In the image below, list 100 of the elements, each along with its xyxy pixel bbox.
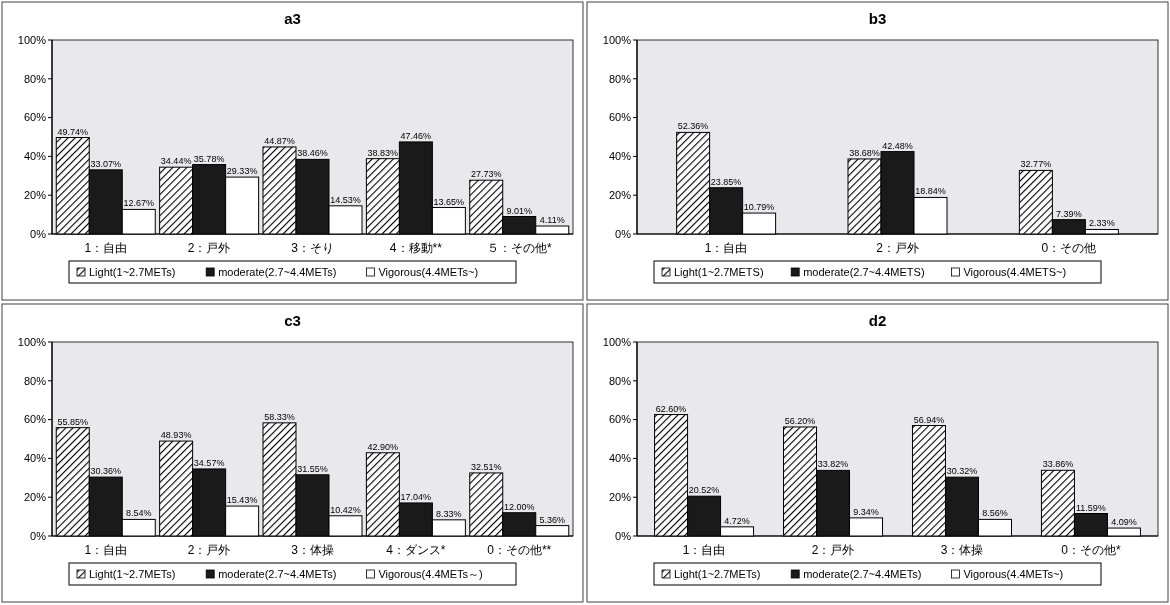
data-label: 8.54% <box>125 508 152 519</box>
x-tick-label: 1：自由 <box>84 241 128 255</box>
data-label: 20.52% <box>688 485 720 496</box>
data-label: 58.33% <box>264 411 295 422</box>
chart-title: c3 <box>284 312 301 329</box>
data-label: 42.90% <box>367 441 399 452</box>
chart-title: a3 <box>284 10 301 27</box>
y-tick-label: 40% <box>608 150 632 163</box>
data-label: 56.94% <box>913 414 945 425</box>
y-tick-label: 40% <box>608 452 632 465</box>
y-tick-label: 80% <box>23 374 47 387</box>
data-label: 30.32% <box>946 466 978 477</box>
data-label: 8.56% <box>982 508 1008 519</box>
data-label: 27.73% <box>470 169 502 180</box>
y-tick-label: 20% <box>23 189 47 202</box>
data-label: 34.57% <box>193 457 225 468</box>
data-label: 18.84% <box>915 186 946 197</box>
x-tick-label: 1：自由 <box>682 543 726 557</box>
data-label: 4.09% <box>1111 517 1137 528</box>
data-label: 9.01% <box>506 205 533 216</box>
data-label: 52.36% <box>677 121 709 132</box>
data-label: 23.85% <box>710 176 742 187</box>
data-label: 42.48% <box>882 140 913 151</box>
y-tick-label: 20% <box>608 189 632 202</box>
x-tick-label: 3：体操 <box>940 543 984 557</box>
data-label: 35.78% <box>193 153 225 164</box>
legend-label: Vigorous(4.4METS~) <box>963 265 1067 278</box>
data-label: 49.74% <box>57 126 89 137</box>
data-label: 33.82% <box>817 459 849 470</box>
data-label: 4.72% <box>724 515 750 526</box>
legend-label: Vigorous(4.4METs~) <box>378 265 479 278</box>
data-label: 10.79% <box>743 202 775 213</box>
y-tick-label: 100% <box>602 33 632 46</box>
legend-label: moderate(2.7~4.4METs) <box>218 567 337 580</box>
legend-label: Vigorous(4.4METs～) <box>378 567 483 580</box>
data-label: 31.55% <box>297 463 328 474</box>
data-label: 34.44% <box>160 156 192 167</box>
y-tick-label: 20% <box>23 491 47 504</box>
data-label: 29.33% <box>226 166 258 177</box>
legend-label: Light(1~2.7METs) <box>674 567 761 580</box>
x-tick-label: ５：その他* <box>486 241 552 255</box>
data-label: 38.68% <box>849 147 880 158</box>
data-label: 48.93% <box>160 430 192 441</box>
chart-title: d2 <box>868 312 887 329</box>
x-tick-label: 2：戸外 <box>187 241 231 255</box>
data-label: 32.77% <box>1020 159 1052 170</box>
y-tick-label: 60% <box>23 111 47 124</box>
y-tick-label: 60% <box>608 111 632 124</box>
data-label: 62.60% <box>655 403 687 414</box>
y-tick-label: 40% <box>23 452 47 465</box>
y-tick-label: 80% <box>23 72 47 85</box>
data-label: 55.85% <box>57 416 89 427</box>
x-tick-label: 2：戸外 <box>187 543 231 557</box>
data-label: 15.43% <box>226 495 258 506</box>
y-tick-label: 60% <box>608 413 632 426</box>
x-tick-label: 1：自由 <box>84 543 128 557</box>
y-tick-label: 100% <box>17 33 47 46</box>
data-label: 38.83% <box>367 147 399 158</box>
data-label: 32.51% <box>470 461 502 472</box>
data-label: 17.04% <box>400 491 432 502</box>
y-tick-label: 0% <box>615 529 632 542</box>
y-tick-label: 0% <box>30 529 47 542</box>
chart-title: b3 <box>868 10 887 27</box>
legend-label: Light(1~2.7METs) <box>89 265 176 278</box>
x-tick-label: 1：自由 <box>704 241 748 255</box>
data-label: 44.87% <box>264 135 295 146</box>
y-tick-label: 80% <box>608 374 632 387</box>
legend-label: Light(1~2.7METS) <box>674 265 764 278</box>
y-tick-label: 40% <box>23 150 47 163</box>
legend-label: moderate(2.7~4.4METs) <box>218 265 337 278</box>
x-tick-label: 2：戸外 <box>811 543 855 557</box>
data-label: 47.46% <box>400 130 432 141</box>
y-tick-label: 100% <box>602 335 632 348</box>
data-label: 33.07% <box>90 158 122 169</box>
y-tick-label: 60% <box>23 413 47 426</box>
x-tick-label: 4：移動** <box>389 241 443 255</box>
data-label: 2.33% <box>1089 218 1115 229</box>
data-label: 30.36% <box>90 466 122 477</box>
x-tick-label: 4：ダンス* <box>386 543 446 557</box>
x-tick-label: 3：体操 <box>291 543 334 557</box>
x-tick-label: 3：そり <box>291 241 334 255</box>
data-label: 11.59% <box>1076 502 1106 513</box>
data-label: 12.00% <box>503 501 535 512</box>
legend-label: moderate(2.7~4.4METS) <box>803 265 925 278</box>
data-label: 4.11% <box>539 215 565 226</box>
legend-label: moderate(2.7~4.4METs) <box>803 567 922 580</box>
x-tick-label: 0：その他* <box>1061 543 1121 557</box>
data-label: 5.36% <box>539 514 566 525</box>
data-label: 12.67% <box>123 198 155 209</box>
data-label: 14.53% <box>330 194 361 205</box>
data-label: 8.33% <box>436 508 462 519</box>
x-tick-label: 2：戸外 <box>876 241 919 255</box>
x-tick-label: 0：その他** <box>487 543 552 557</box>
data-label: 38.46% <box>297 148 328 159</box>
y-tick-label: 100% <box>17 335 47 348</box>
x-tick-label: 0：その他 <box>1041 241 1097 255</box>
data-label: 56.20% <box>784 415 816 426</box>
y-tick-label: 0% <box>30 227 47 240</box>
legend-label: Light(1~2.7METs) <box>89 567 176 580</box>
data-label: 13.65% <box>433 196 465 207</box>
